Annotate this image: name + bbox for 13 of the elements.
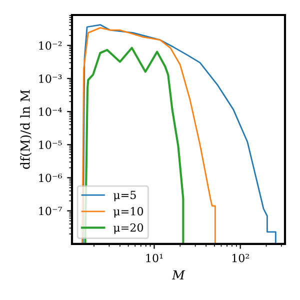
y-tick-label: 10⁻⁷ xyxy=(39,206,62,216)
y-axis-title: df(M)/d ln M xyxy=(20,90,32,169)
y-tick-label: 10⁻⁵ xyxy=(39,140,62,150)
x-axis-title: M xyxy=(172,270,186,280)
x-tick-label: 10² xyxy=(232,254,249,262)
x-tick-label: 10¹ xyxy=(146,254,163,262)
y-tick-label: 10⁻⁶ xyxy=(39,174,62,182)
legend-label: μ=20 xyxy=(113,223,144,234)
legend-label: μ=10 xyxy=(113,207,144,218)
y-tick-label: 10⁻² xyxy=(39,41,62,50)
y-tick-label: 10⁻³ xyxy=(39,74,62,83)
legend-label: μ=5 xyxy=(113,190,136,202)
y-tick-label: 10⁻⁴ xyxy=(39,108,62,116)
